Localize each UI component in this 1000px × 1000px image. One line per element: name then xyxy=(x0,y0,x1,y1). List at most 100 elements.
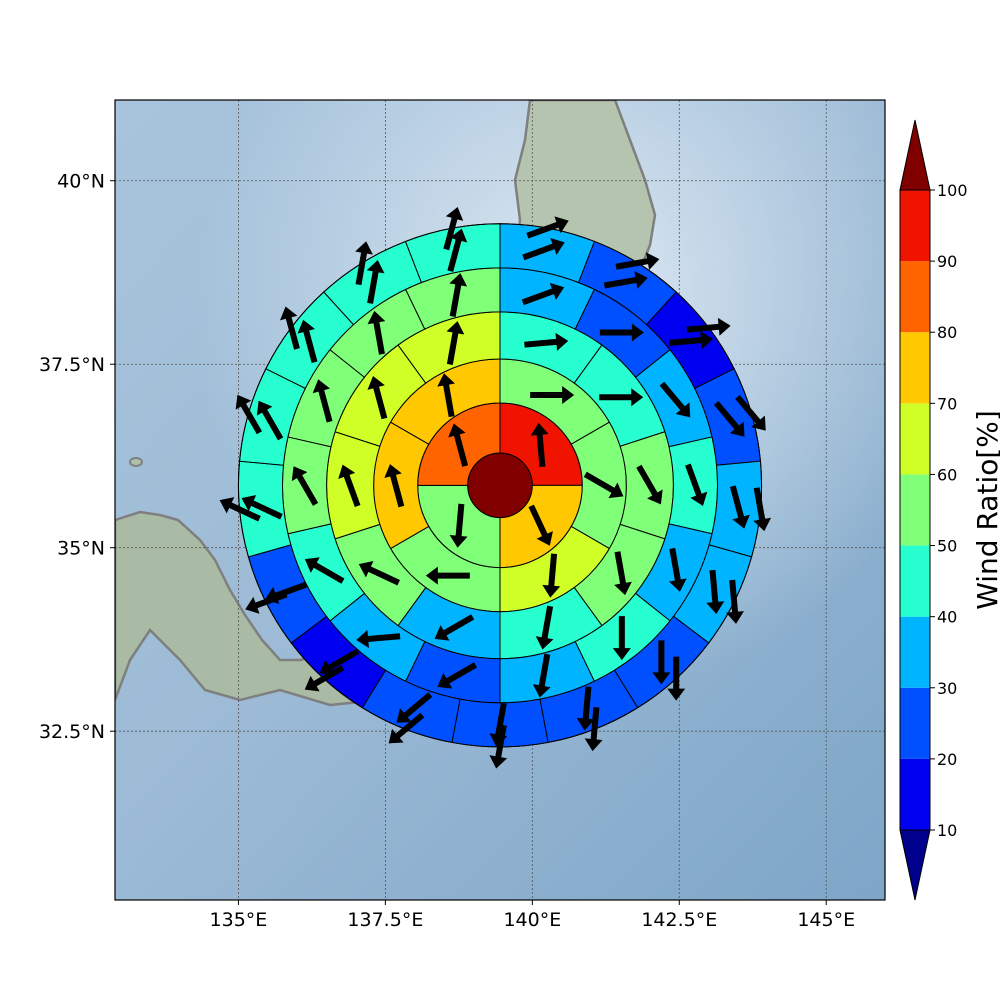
wind-arrow-shape xyxy=(526,216,569,239)
wind-arrow-shape xyxy=(256,400,284,441)
wind-arrow xyxy=(304,557,345,584)
x-tick-label: 135°E xyxy=(210,909,268,931)
wind-arrow-shape xyxy=(599,388,644,407)
wind-arrow xyxy=(535,605,554,650)
wind-arrow xyxy=(219,497,261,522)
sector-cell xyxy=(237,461,249,558)
wind-arrow-shape xyxy=(449,273,468,317)
wind-arrow xyxy=(443,206,464,251)
wind-arrows xyxy=(219,206,772,769)
wind-arrow xyxy=(612,616,631,661)
wind-arrow-shape xyxy=(241,495,283,520)
wind-arrow xyxy=(713,400,745,437)
sector-cell xyxy=(499,223,595,242)
wind-arrow-shape xyxy=(489,724,508,769)
wind-arrow xyxy=(338,464,361,508)
wind-arrow-shape xyxy=(706,569,725,615)
wind-arrow-shape xyxy=(522,237,565,261)
wind-arrow xyxy=(530,422,549,467)
wind-arrow-shape xyxy=(304,665,345,692)
wind-arrow xyxy=(367,310,386,355)
colorbar-under-extension xyxy=(899,829,931,901)
wind-arrow xyxy=(447,228,468,272)
wind-arrow xyxy=(388,712,425,744)
wind-arrow xyxy=(521,282,565,306)
wind-arrow xyxy=(584,707,603,752)
wind-arrow-shape xyxy=(542,553,561,598)
wind-arrow-shape xyxy=(753,487,772,532)
wind-arrow xyxy=(448,423,469,467)
wind-arrow-shape xyxy=(449,503,468,548)
wind-arrow-shape xyxy=(384,464,405,508)
colorbar-label: Wind Ratio[%] xyxy=(971,410,1000,610)
wind-arrow xyxy=(652,640,671,685)
wind-arrow-shape xyxy=(279,306,300,350)
colorbar-tick-label: 50 xyxy=(937,537,957,556)
colorbar-tick-label: 60 xyxy=(937,465,957,484)
colorbar-bin xyxy=(900,261,930,333)
wind-arrow xyxy=(636,464,663,505)
wind-arrow-shape xyxy=(437,662,478,689)
wind-arrow xyxy=(446,321,465,365)
y-axis-ticks: 32.5°N 35°N 37.5°N 40°N xyxy=(39,171,115,743)
wind-arrow xyxy=(279,306,300,350)
x-axis-ticks: 135°E 137.5°E 140°E 142.5°E 145°E xyxy=(210,900,855,931)
wind-arrow xyxy=(753,487,772,532)
wind-arrow xyxy=(615,252,660,271)
colorbar-frame xyxy=(899,189,931,831)
wind-arrow-shape xyxy=(448,423,469,467)
wind-arrow-shape xyxy=(614,551,632,596)
sector-cell xyxy=(247,556,292,644)
y-tick-label: 40°N xyxy=(57,171,105,193)
wind-arrow-shape xyxy=(245,591,288,614)
wind-arrow xyxy=(659,381,691,418)
sector-cell xyxy=(239,368,267,462)
colorbar-bin xyxy=(900,616,930,688)
colorbar-tick-label: 70 xyxy=(937,394,957,413)
wind-arrow xyxy=(437,662,478,689)
wind-arrow xyxy=(241,495,283,520)
wind-arrow xyxy=(599,388,644,407)
wind-arrow-shape xyxy=(447,228,468,272)
wind-arrow-shape xyxy=(667,656,686,701)
wind-arrow-shape xyxy=(388,712,425,744)
wind-arrow-shape xyxy=(425,566,470,585)
wind-arrow xyxy=(668,547,687,592)
x-tick-label: 137.5°E xyxy=(347,909,423,931)
wind-arrow xyxy=(667,656,686,701)
wind-arrow xyxy=(396,692,433,723)
x-tick-label: 142.5°E xyxy=(641,909,717,931)
wind-arrow xyxy=(384,464,405,508)
colorbar: 10 20 30 40 50 60 70 80 90 100 xyxy=(899,119,968,901)
wind-arrow xyxy=(297,319,318,364)
wind-arrow-shape xyxy=(729,485,750,529)
wind-arrow-shape xyxy=(366,260,385,304)
wind-arrow xyxy=(291,466,319,506)
wind-arrow-shape xyxy=(735,394,766,431)
wind-arrow xyxy=(668,331,714,350)
wind-arrow xyxy=(686,317,731,336)
y-tick-label: 37.5°N xyxy=(39,354,105,376)
colorbar-bin xyxy=(900,190,930,262)
colorbar-tick-label: 30 xyxy=(937,679,957,698)
wind-arrow xyxy=(304,665,345,692)
wind-arrow-shape xyxy=(668,331,714,350)
wind-arrow xyxy=(489,724,508,769)
wind-arrow xyxy=(735,394,766,431)
sector-cell xyxy=(708,460,763,558)
wind-arrow-shape xyxy=(530,385,575,404)
wind-arrow-shape xyxy=(367,310,386,355)
wind-arrow-shape xyxy=(443,206,464,251)
wind-arrow xyxy=(614,551,632,596)
y-tick-label: 32.5°N xyxy=(39,721,105,743)
wind-arrow xyxy=(599,323,644,342)
wind-arrow-shape xyxy=(612,616,631,661)
wind-arrow-shape xyxy=(726,579,744,624)
wind-arrow-shape xyxy=(530,422,549,467)
wind-arrow xyxy=(355,241,373,286)
wind-arrow-shape xyxy=(297,319,318,364)
wind-arrow xyxy=(726,579,744,624)
wind-arrow xyxy=(449,503,468,548)
wind-arrow xyxy=(367,375,388,420)
colorbar-over-extension xyxy=(899,119,931,191)
